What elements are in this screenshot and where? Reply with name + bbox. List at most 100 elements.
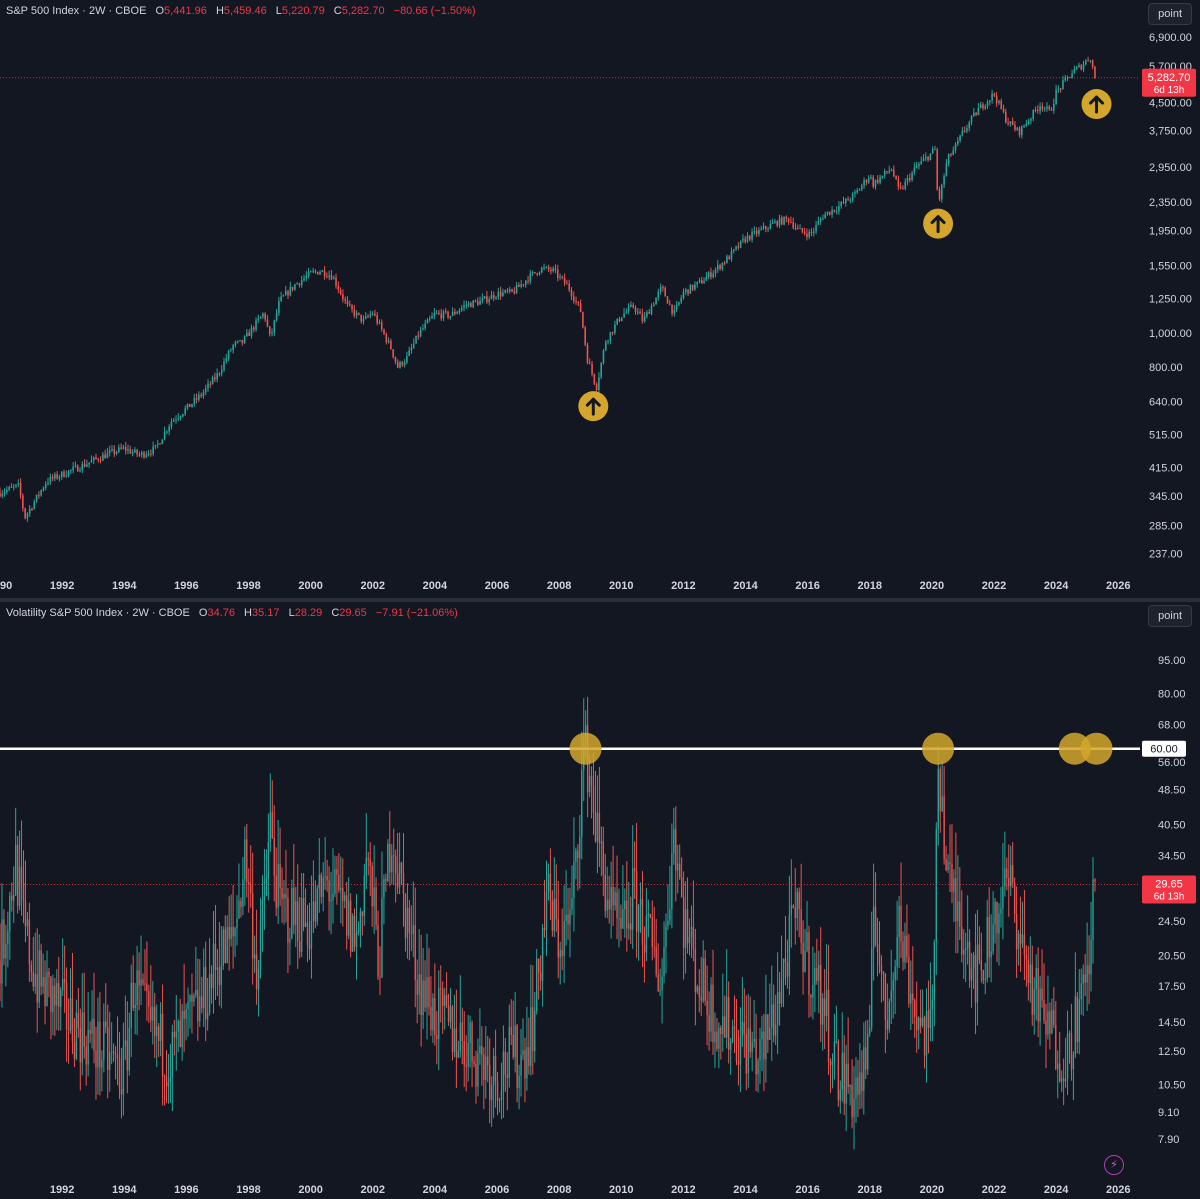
candle-body <box>941 184 943 200</box>
candle-body <box>183 1011 185 1019</box>
candle-body <box>515 285 518 294</box>
candle-body <box>733 1026 736 1029</box>
candle-body <box>381 898 383 978</box>
sp500-scale-button[interactable]: point <box>1148 3 1192 25</box>
candle-body <box>957 901 959 922</box>
candle-body <box>977 107 980 115</box>
y-tick-label: 2,350.00 <box>1149 197 1192 209</box>
y-tick-label: 515.00 <box>1149 430 1183 442</box>
x-tick-label: 2016 <box>795 1184 819 1196</box>
candle-body <box>1053 103 1055 111</box>
candle-body <box>103 1021 105 1060</box>
lightning-icon[interactable]: ⚡ <box>1104 1155 1124 1175</box>
candle-body <box>281 888 283 899</box>
candle-body <box>851 193 854 201</box>
candle-body <box>1057 88 1060 90</box>
candle-body <box>590 775 593 786</box>
candle-body <box>1084 974 1086 983</box>
candle-body <box>443 995 446 1007</box>
candle-body <box>591 364 593 375</box>
candle-body <box>628 923 630 929</box>
candle-body <box>0 492 1 497</box>
candle-body <box>922 158 925 162</box>
candle-body <box>295 901 297 925</box>
candle-body <box>1010 865 1012 887</box>
candle-body <box>1069 77 1071 79</box>
candle-body <box>1034 109 1037 111</box>
candle-body <box>298 283 301 286</box>
candle-body <box>743 1022 746 1034</box>
candle-body <box>1060 1078 1063 1082</box>
candle-body <box>287 291 289 296</box>
candle-body <box>706 1000 708 1015</box>
candle-body <box>973 112 975 117</box>
candle-body <box>410 347 413 351</box>
candle-body <box>267 842 270 879</box>
y-tick-label: 80.00 <box>1158 688 1186 700</box>
candle-body <box>214 377 216 380</box>
candle-body <box>346 300 349 305</box>
candle-body <box>225 358 228 362</box>
candle-body <box>486 296 488 303</box>
candle-body <box>385 879 387 881</box>
candle-body <box>463 1041 465 1066</box>
candle-body <box>1021 934 1024 944</box>
candle-body <box>113 449 116 454</box>
y-tick-label: 95.00 <box>1158 655 1186 667</box>
x-tick-label: 2024 <box>1044 1184 1069 1196</box>
candle-body <box>588 775 591 793</box>
candle-body <box>488 1065 491 1100</box>
candle-body <box>498 1100 501 1102</box>
candle-body <box>896 936 898 967</box>
candle-body <box>377 924 379 978</box>
vix-scale-button[interactable]: point <box>1148 605 1192 627</box>
candle-body <box>394 856 397 874</box>
candle-body <box>588 362 591 365</box>
sp500-close: 5,282.70 <box>341 5 385 17</box>
candle-body <box>485 1056 487 1081</box>
candle-body <box>134 449 136 453</box>
candle-body <box>351 305 353 310</box>
candle-body <box>152 1006 154 1021</box>
candle-body <box>511 289 513 292</box>
candle-body <box>19 483 22 496</box>
candle-body <box>312 271 314 273</box>
candle-body <box>606 899 608 911</box>
candle-body <box>445 995 448 1006</box>
x-tick-label: 2020 <box>920 580 944 592</box>
candle-body <box>387 843 389 881</box>
candle-body <box>236 918 238 929</box>
candle-body <box>876 944 879 953</box>
candle-body <box>457 1051 460 1058</box>
candle-body <box>678 863 681 878</box>
candle-body <box>984 978 986 981</box>
candle-body <box>553 898 556 931</box>
candle-body <box>6 489 8 493</box>
candle-body <box>537 958 540 974</box>
candle-body <box>966 941 969 949</box>
candle-body <box>666 296 669 304</box>
candle-body <box>1025 124 1028 126</box>
candle-body <box>592 785 595 813</box>
candle-body <box>808 932 810 995</box>
candle-body <box>598 377 600 390</box>
candle-body <box>937 769 939 829</box>
candle-body <box>428 977 430 1007</box>
candle-body <box>867 1033 869 1070</box>
sp500-chart-canvas[interactable]: 6,900.005,700.004,500.003,750.002,950.00… <box>0 0 1200 598</box>
candle-body <box>199 996 201 1022</box>
candle-body <box>630 304 632 307</box>
candle-body <box>11 895 13 901</box>
candle-body <box>1059 1063 1061 1082</box>
sp500-chart-panel[interactable]: 6,900.00 5,700.00 4,500.00 3,750.00 2,950.00… <box>0 0 1200 598</box>
candle-body <box>623 313 625 318</box>
candle-body <box>841 1052 843 1091</box>
candle-body <box>1070 1033 1073 1070</box>
candle-body <box>279 864 281 889</box>
candle-body <box>189 995 191 1003</box>
panel-divider[interactable] <box>0 598 1200 602</box>
candle-body <box>364 316 367 319</box>
candle-body <box>406 355 408 363</box>
